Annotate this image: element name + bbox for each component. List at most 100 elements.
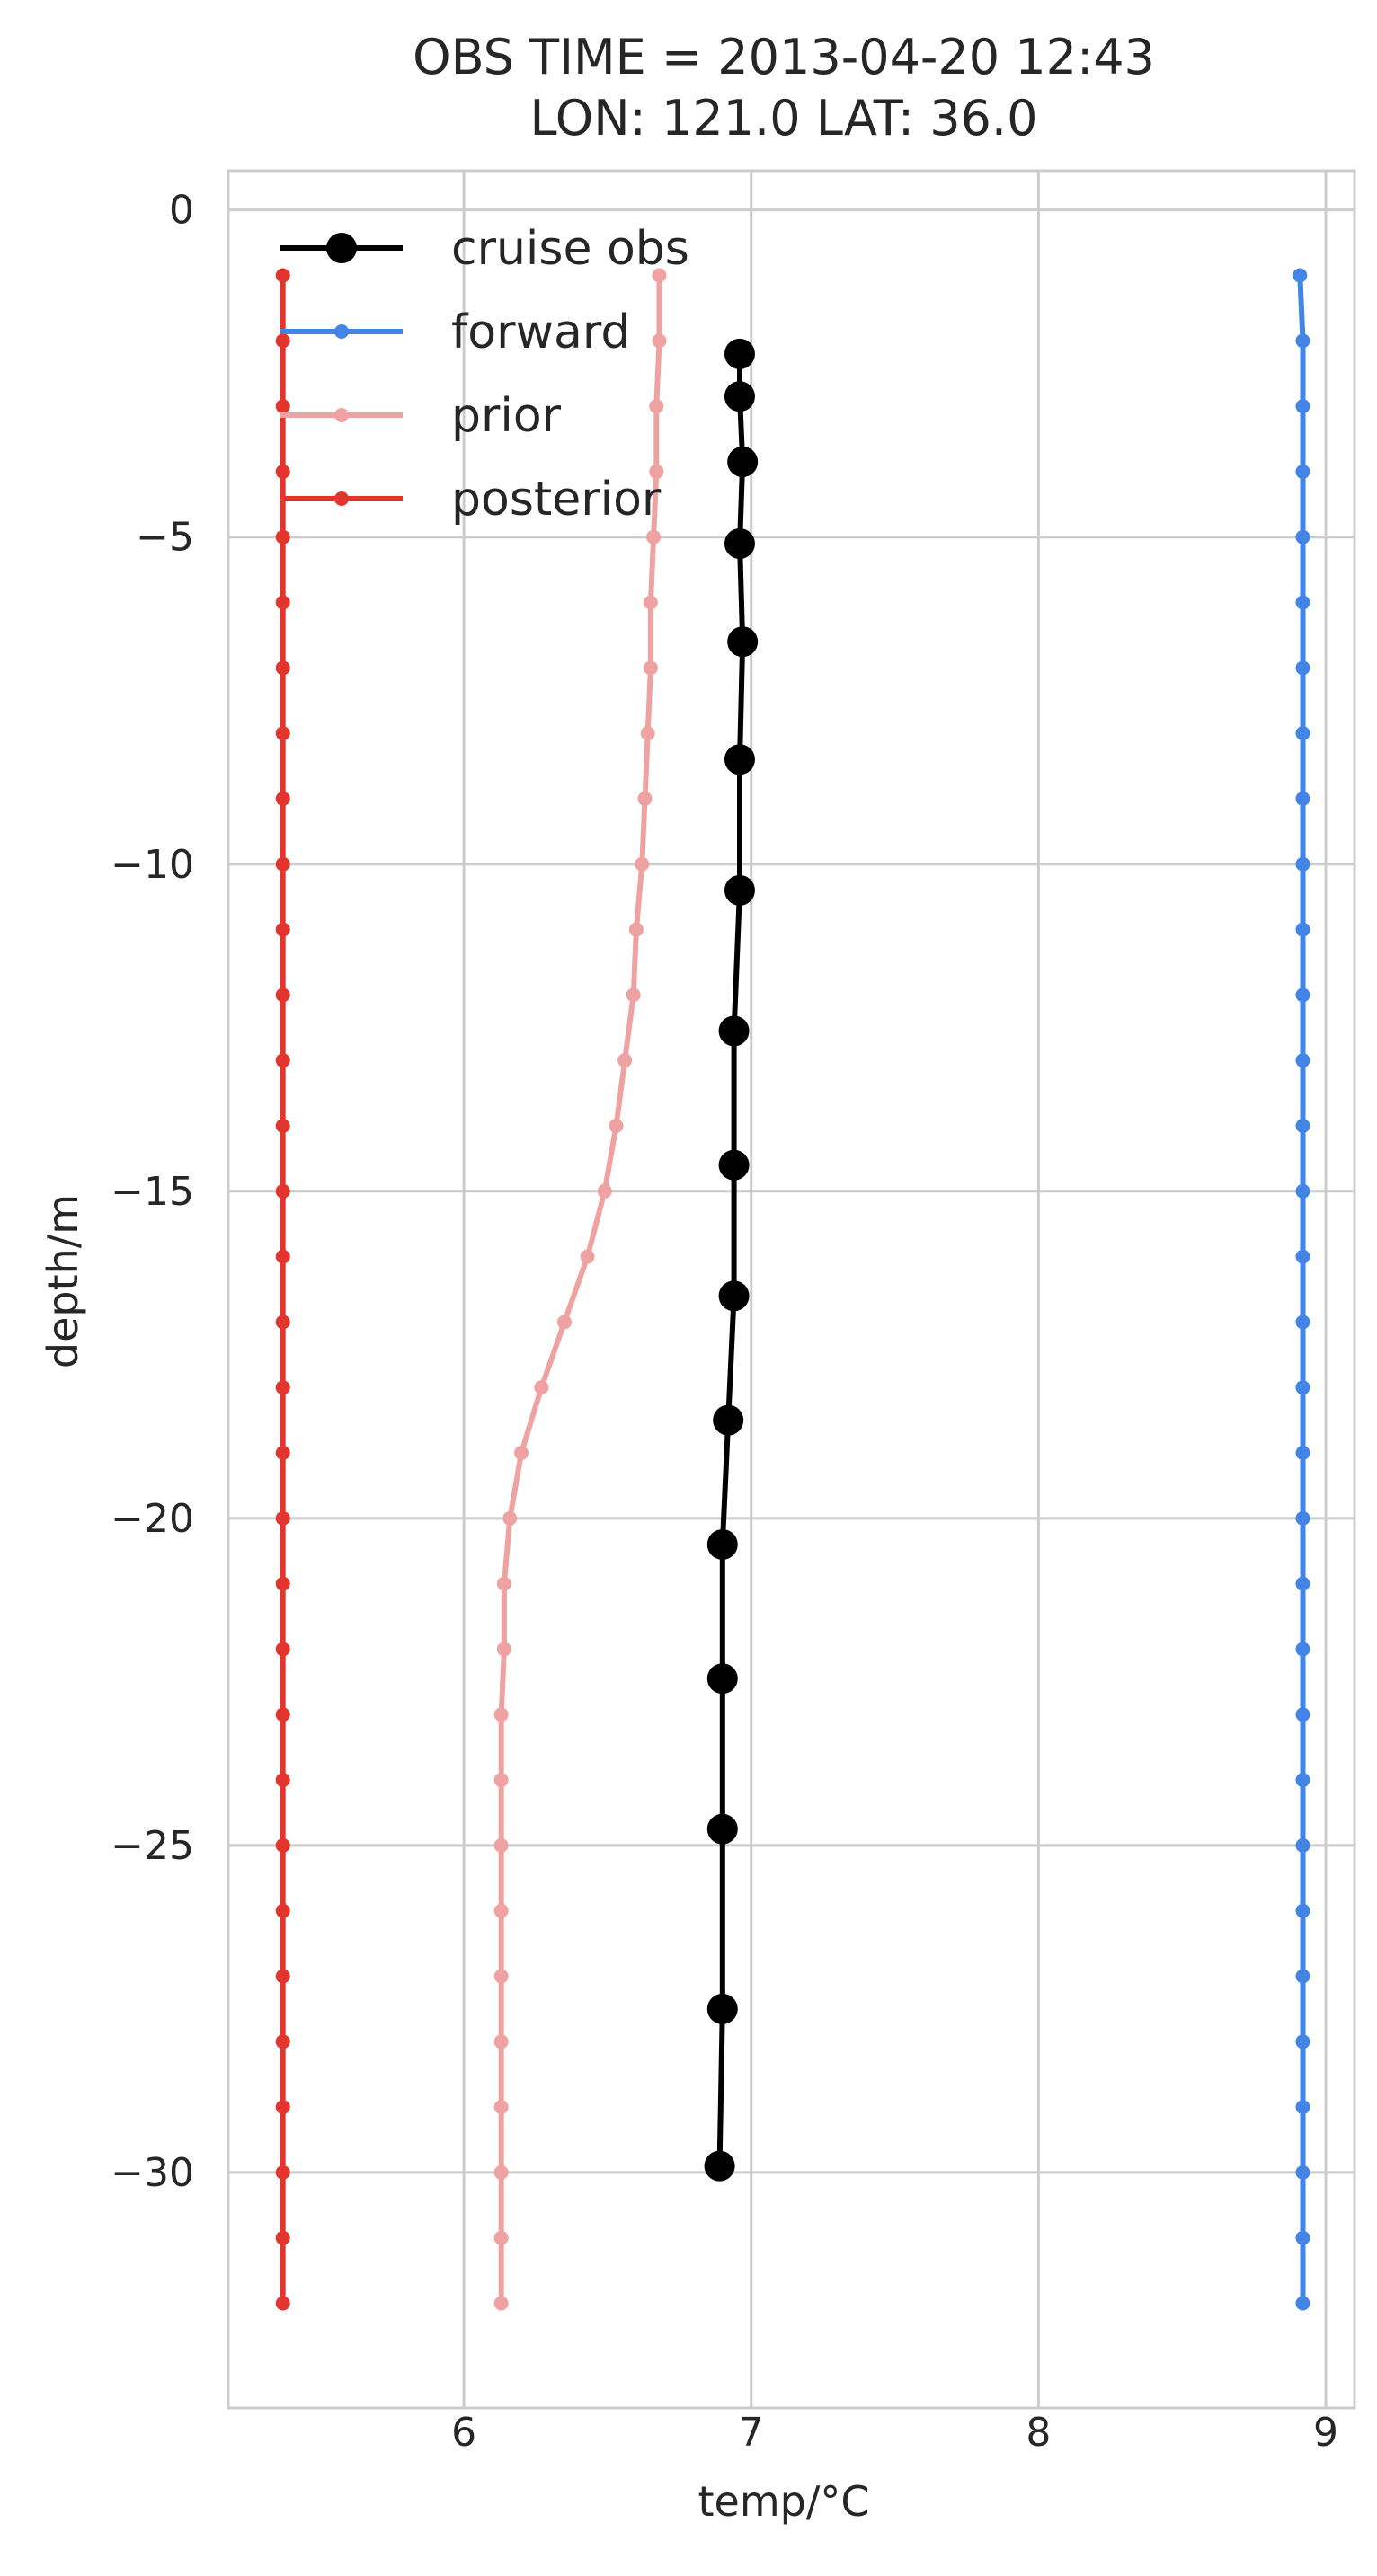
data-point-posterior [275, 2100, 290, 2115]
data-point-prior [649, 464, 664, 479]
data-point-forward [1295, 1053, 1310, 1068]
data-point-forward [1295, 2164, 1310, 2180]
data-point-forward [1295, 1510, 1310, 1526]
data-point-posterior [275, 1380, 290, 1395]
data-point-prior [643, 660, 658, 676]
data-point-forward [1295, 1183, 1310, 1199]
data-point-posterior [275, 922, 290, 937]
data-point-prior [580, 1249, 595, 1264]
y-tick-label: −30 [111, 2150, 194, 2196]
data-point-posterior [275, 1576, 290, 1591]
data-point-posterior [275, 1053, 290, 1068]
data-point-forward [1295, 2230, 1310, 2245]
data-point-posterior [275, 1118, 290, 1133]
data-point-forward [1295, 1837, 1310, 1853]
data-point-prior [609, 1118, 624, 1133]
series-line-cruise-obs [716, 353, 746, 2166]
legend-marker-posterior [334, 491, 349, 506]
data-point-posterior [275, 1249, 290, 1264]
data-point-prior [626, 987, 641, 1003]
data-point-posterior [275, 464, 290, 479]
data-point-cruise-obs [706, 1528, 738, 1560]
data-point-forward [1295, 922, 1310, 937]
data-point-forward [1295, 1315, 1310, 1330]
plot-frame [227, 169, 1356, 2410]
data-point-posterior [275, 1642, 290, 1657]
data-point-posterior [275, 333, 290, 349]
data-point-forward [1295, 791, 1310, 806]
data-point-cruise-obs [724, 338, 755, 369]
data-point-forward [1295, 726, 1310, 741]
data-point-forward [1295, 1903, 1310, 1918]
data-point-forward [1295, 333, 1310, 349]
series-forward [1293, 268, 1310, 2311]
data-point-prior [643, 595, 658, 610]
data-point-prior [502, 1510, 518, 1526]
data-point-posterior [275, 1969, 290, 1984]
data-point-posterior [275, 399, 290, 414]
legend-marker-cruise-obs [326, 233, 357, 263]
legend-label-posterior: posterior [451, 473, 662, 527]
data-point-prior [496, 1576, 511, 1591]
data-point-cruise-obs [706, 1993, 738, 2024]
data-point-prior [493, 1773, 509, 1788]
data-point-cruise-obs [706, 1813, 738, 1845]
data-point-posterior [275, 1510, 290, 1526]
x-tick-label: 9 [1313, 2410, 1338, 2456]
data-point-cruise-obs [704, 2150, 735, 2182]
data-point-posterior [275, 791, 290, 806]
data-point-posterior [275, 726, 290, 741]
data-point-prior [649, 399, 664, 414]
y-tick-label: −15 [111, 1169, 194, 1215]
data-point-forward [1295, 1642, 1310, 1657]
x-tick-label: 8 [1026, 2410, 1051, 2456]
series-cruise-obs [704, 338, 759, 2182]
series-prior [493, 268, 667, 2311]
data-point-prior [652, 268, 667, 283]
data-point-posterior [275, 268, 290, 283]
data-point-prior [493, 2296, 509, 2311]
legend: cruise obs forward prior posterior [280, 222, 689, 527]
data-point-prior [637, 791, 653, 806]
data-point-posterior [275, 2230, 290, 2245]
data-point-prior [652, 333, 667, 349]
data-point-prior [493, 2230, 509, 2245]
y-tick-label: −10 [111, 842, 194, 888]
data-point-cruise-obs [706, 1663, 738, 1695]
data-point-prior [493, 1707, 509, 1722]
data-point-forward [1295, 1446, 1310, 1461]
data-point-forward [1295, 1576, 1310, 1591]
series-lines [275, 268, 1310, 2311]
data-point-prior [556, 1315, 572, 1330]
data-point-forward [1293, 268, 1308, 283]
data-point-forward [1295, 595, 1310, 610]
series-line-prior [498, 275, 662, 2304]
data-point-prior [617, 1053, 633, 1068]
data-point-cruise-obs [724, 381, 755, 412]
data-point-prior [493, 1903, 509, 1918]
legend-label-cruise-obs: cruise obs [451, 222, 689, 276]
data-point-posterior [275, 2164, 290, 2180]
data-point-posterior [275, 2034, 290, 2049]
y-axis-label: depth/m [39, 1194, 87, 1368]
legend-label-forward: forward [451, 305, 630, 359]
data-point-prior [493, 2100, 509, 2115]
series-line-forward [1297, 275, 1306, 2304]
y-tick-label: −5 [136, 515, 194, 561]
data-point-cruise-obs [718, 1280, 750, 1312]
y-tick-label: −25 [111, 1823, 194, 1869]
data-point-posterior [275, 2296, 290, 2311]
data-point-prior [493, 1969, 509, 1984]
data-point-prior [496, 1642, 511, 1657]
data-point-forward [1295, 1773, 1310, 1788]
x-axis-label: temp/°C [698, 2477, 870, 2526]
data-point-forward [1295, 464, 1310, 479]
data-point-forward [1295, 660, 1310, 676]
data-point-forward [1295, 529, 1310, 544]
data-point-posterior [275, 1707, 290, 1722]
series-posterior [275, 268, 290, 2311]
data-point-prior [597, 1183, 612, 1199]
y-tick-label: −20 [111, 1496, 194, 1542]
data-point-prior [640, 726, 655, 741]
